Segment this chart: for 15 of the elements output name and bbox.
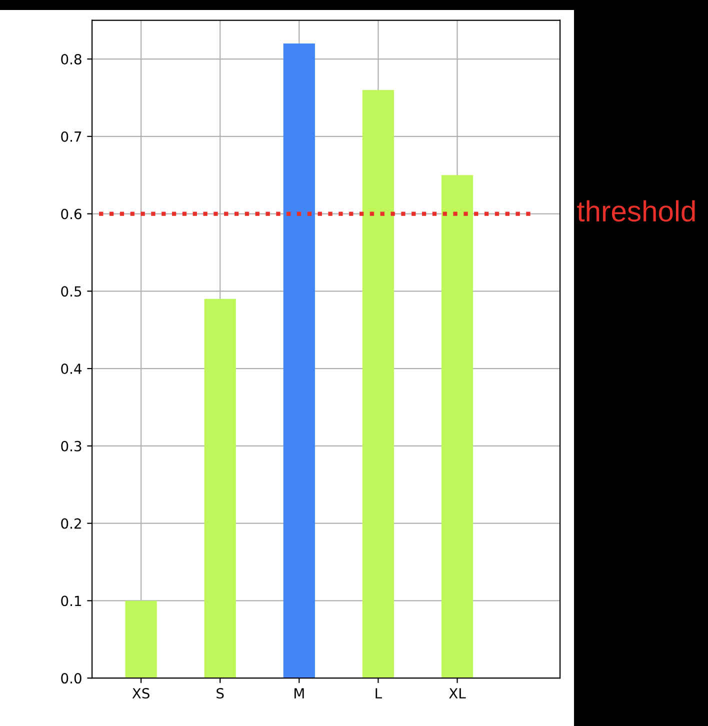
ref-line-label: threshold (577, 200, 695, 222)
x-tick-label: M (294, 688, 304, 698)
y-tick-label: 0.1 (61, 596, 82, 606)
y-tick-label: 0.6 (61, 208, 82, 220)
y-tick-label: 0.2 (61, 518, 81, 529)
x-tick-label: XS (132, 688, 150, 699)
y-tick-label: 0.5 (61, 286, 82, 297)
y-tick-label: 0.4 (61, 364, 82, 374)
x-tick-label: S (216, 688, 224, 699)
y-tick-label: 0.0 (61, 673, 82, 684)
y-tick-label: 0.8 (61, 54, 82, 64)
x-tick-label: L (376, 688, 382, 698)
y-tick-label: 0.3 (61, 440, 82, 452)
x-tick-label: XL (449, 688, 466, 698)
y-tick-label: 0.7 (61, 131, 82, 142)
